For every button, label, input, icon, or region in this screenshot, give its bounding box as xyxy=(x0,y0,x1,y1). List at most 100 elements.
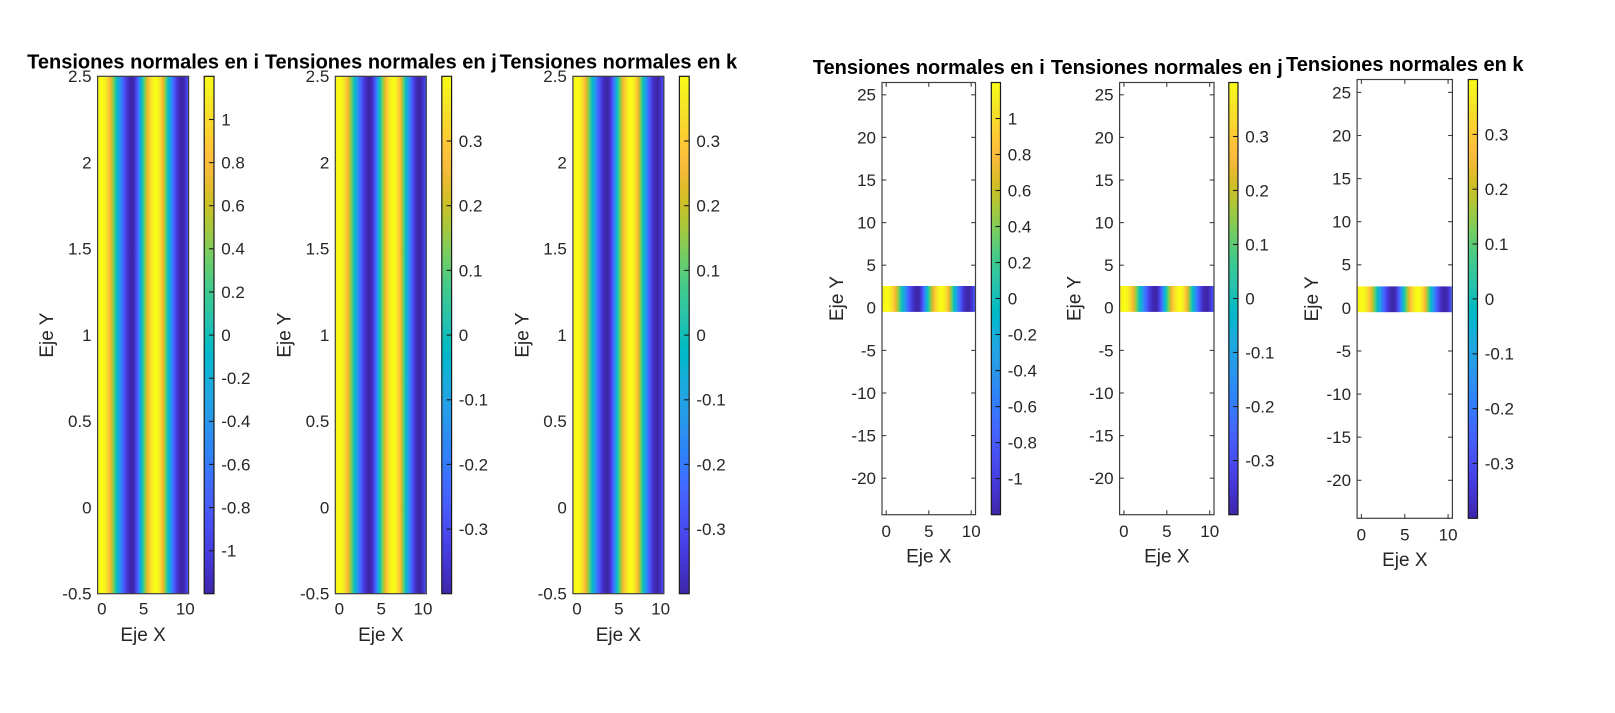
svg-text:10: 10 xyxy=(176,599,195,618)
svg-text:10: 10 xyxy=(962,522,981,541)
svg-text:1: 1 xyxy=(1008,109,1017,128)
svg-text:10: 10 xyxy=(414,599,433,618)
svg-text:5: 5 xyxy=(1400,525,1409,544)
svg-text:Eje Y: Eje Y xyxy=(275,312,296,357)
svg-text:0.4: 0.4 xyxy=(1008,217,1032,236)
svg-text:0.5: 0.5 xyxy=(306,412,330,431)
svg-text:0: 0 xyxy=(867,299,876,318)
svg-text:0: 0 xyxy=(696,326,705,345)
svg-text:-10: -10 xyxy=(1327,385,1352,404)
svg-text:5: 5 xyxy=(1104,256,1113,275)
svg-text:5: 5 xyxy=(139,599,148,618)
svg-text:25: 25 xyxy=(857,86,876,105)
svg-text:Eje Y: Eje Y xyxy=(1302,276,1323,321)
svg-text:-15: -15 xyxy=(1089,427,1114,446)
svg-text:0: 0 xyxy=(1119,522,1128,541)
svg-text:5: 5 xyxy=(867,256,876,275)
svg-text:10: 10 xyxy=(857,214,876,233)
svg-text:1.5: 1.5 xyxy=(306,240,330,259)
svg-text:0.8: 0.8 xyxy=(1008,145,1032,164)
svg-text:Eje X: Eje X xyxy=(596,625,642,646)
svg-text:1: 1 xyxy=(82,326,91,345)
svg-text:0: 0 xyxy=(97,599,106,618)
svg-text:1.5: 1.5 xyxy=(543,240,567,259)
svg-text:Eje X: Eje X xyxy=(1382,550,1428,571)
svg-text:Eje Y: Eje Y xyxy=(827,276,848,321)
svg-text:-5: -5 xyxy=(1336,342,1351,361)
svg-text:5: 5 xyxy=(1342,256,1351,275)
svg-text:0.1: 0.1 xyxy=(459,261,483,280)
svg-text:0.2: 0.2 xyxy=(1485,180,1509,199)
svg-text:0: 0 xyxy=(320,499,329,518)
svg-text:0: 0 xyxy=(557,499,566,518)
svg-text:-0.2: -0.2 xyxy=(696,455,725,474)
svg-text:-0.6: -0.6 xyxy=(1008,398,1037,417)
svg-text:0: 0 xyxy=(1357,525,1366,544)
svg-text:0: 0 xyxy=(459,326,468,345)
svg-text:Eje Y: Eje Y xyxy=(1065,276,1086,321)
svg-text:-0.1: -0.1 xyxy=(459,391,488,410)
svg-text:-15: -15 xyxy=(851,427,876,446)
svg-text:0.2: 0.2 xyxy=(1008,253,1032,272)
svg-text:0.1: 0.1 xyxy=(696,261,720,280)
svg-text:0: 0 xyxy=(1342,299,1351,318)
svg-text:0: 0 xyxy=(881,522,890,541)
svg-text:0: 0 xyxy=(82,499,91,518)
svg-text:0.5: 0.5 xyxy=(68,412,92,431)
svg-text:-15: -15 xyxy=(1327,428,1352,447)
svg-text:Tensiones normales en i: Tensiones normales en i xyxy=(813,57,1045,79)
svg-text:Eje Y: Eje Y xyxy=(512,312,533,357)
svg-text:-0.6: -0.6 xyxy=(221,455,250,474)
svg-text:2.5: 2.5 xyxy=(306,67,330,86)
svg-text:1: 1 xyxy=(557,326,566,345)
svg-text:-0.4: -0.4 xyxy=(1008,362,1037,381)
svg-text:-0.2: -0.2 xyxy=(221,369,250,388)
svg-text:Eje X: Eje X xyxy=(906,547,952,568)
svg-text:0.3: 0.3 xyxy=(1485,125,1509,144)
svg-text:-0.2: -0.2 xyxy=(1485,400,1514,419)
svg-text:5: 5 xyxy=(1162,522,1171,541)
svg-text:0: 0 xyxy=(572,599,581,618)
svg-text:2.5: 2.5 xyxy=(68,67,92,86)
svg-text:5: 5 xyxy=(376,599,385,618)
svg-text:25: 25 xyxy=(1332,83,1351,102)
svg-text:0: 0 xyxy=(1104,299,1113,318)
svg-text:-0.3: -0.3 xyxy=(696,520,725,539)
svg-text:-10: -10 xyxy=(1089,384,1114,403)
svg-text:0.1: 0.1 xyxy=(1245,235,1269,254)
svg-text:10: 10 xyxy=(651,599,670,618)
svg-text:-0.8: -0.8 xyxy=(221,499,250,518)
svg-text:-0.3: -0.3 xyxy=(459,520,488,539)
svg-text:-0.3: -0.3 xyxy=(1245,452,1274,471)
svg-text:-1: -1 xyxy=(1008,470,1023,489)
svg-text:-0.8: -0.8 xyxy=(1008,434,1037,453)
svg-text:Tensiones normales en k: Tensiones normales en k xyxy=(500,52,738,74)
svg-text:0.6: 0.6 xyxy=(1008,181,1032,200)
svg-text:-0.3: -0.3 xyxy=(1485,454,1514,473)
svg-text:20: 20 xyxy=(857,128,876,147)
svg-text:-20: -20 xyxy=(1089,469,1114,488)
svg-text:0: 0 xyxy=(1008,289,1017,308)
svg-text:-0.1: -0.1 xyxy=(1485,345,1514,364)
svg-text:20: 20 xyxy=(1332,126,1351,145)
svg-text:0.2: 0.2 xyxy=(1245,181,1269,200)
svg-text:2: 2 xyxy=(320,154,329,173)
svg-text:-0.5: -0.5 xyxy=(300,585,329,604)
svg-text:Tensiones normales en j: Tensiones normales en j xyxy=(265,52,497,74)
svg-text:10: 10 xyxy=(1200,522,1219,541)
svg-text:1: 1 xyxy=(221,110,230,129)
svg-text:-10: -10 xyxy=(851,384,876,403)
svg-text:Tensiones normales en i: Tensiones normales en i xyxy=(27,52,259,74)
svg-text:-0.2: -0.2 xyxy=(1245,398,1274,417)
svg-text:10: 10 xyxy=(1095,214,1114,233)
svg-text:2.5: 2.5 xyxy=(543,67,567,86)
svg-text:0: 0 xyxy=(335,599,344,618)
svg-text:10: 10 xyxy=(1332,213,1351,232)
svg-text:Tensiones normales en j: Tensiones normales en j xyxy=(1051,57,1283,79)
svg-text:-0.1: -0.1 xyxy=(696,391,725,410)
svg-text:15: 15 xyxy=(857,171,876,190)
svg-text:-0.2: -0.2 xyxy=(1008,325,1037,344)
svg-text:-0.5: -0.5 xyxy=(538,585,567,604)
svg-text:-20: -20 xyxy=(1327,471,1352,490)
svg-text:0.2: 0.2 xyxy=(696,197,720,216)
